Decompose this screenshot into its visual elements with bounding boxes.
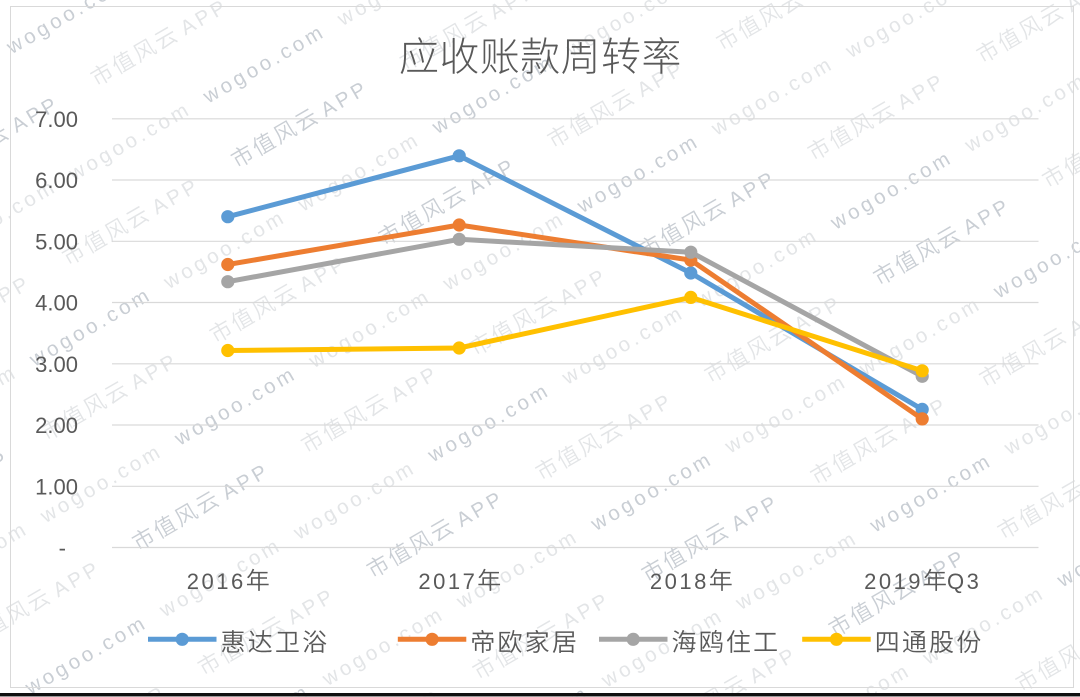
svg-text:3.00: 3.00 xyxy=(35,352,78,377)
svg-text:2.00: 2.00 xyxy=(35,413,78,438)
svg-text:7.00: 7.00 xyxy=(35,107,78,132)
svg-text:6.00: 6.00 xyxy=(35,168,78,193)
svg-text:-: - xyxy=(59,536,66,561)
svg-text:2016: 2016 xyxy=(187,569,246,594)
svg-text:1.00: 1.00 xyxy=(35,474,78,499)
svg-text:2017: 2017 xyxy=(418,569,477,594)
svg-text:2019: 2019 xyxy=(864,569,923,594)
svg-text:Q3: Q3 xyxy=(947,569,981,594)
svg-text:5.00: 5.00 xyxy=(35,229,78,254)
svg-text:2018: 2018 xyxy=(650,569,709,594)
svg-text:4.00: 4.00 xyxy=(35,291,78,316)
